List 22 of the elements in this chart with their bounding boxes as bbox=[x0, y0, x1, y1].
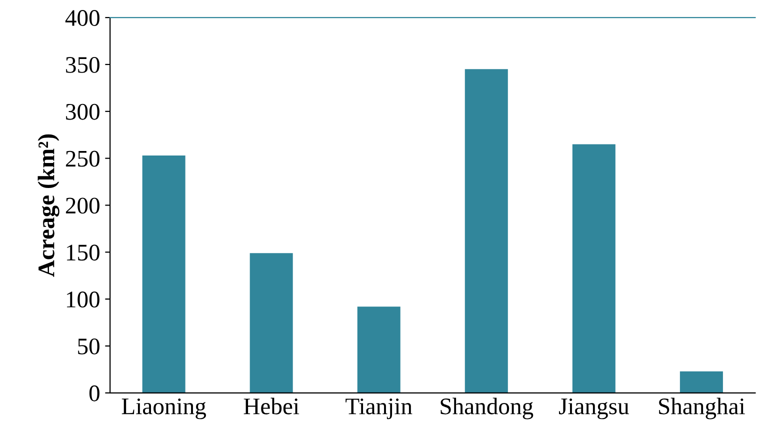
bar bbox=[572, 144, 616, 393]
x-tick-label: Tianjin bbox=[346, 398, 412, 420]
x-tick-label: Hebei bbox=[244, 398, 300, 414]
y-tick-label: 400 bbox=[65, 10, 100, 26]
y-tick-label: 300 bbox=[66, 104, 100, 120]
bar bbox=[464, 69, 508, 393]
bar bbox=[142, 156, 186, 393]
bar bbox=[357, 306, 400, 393]
y-tick-label: 50 bbox=[78, 338, 100, 354]
bar bbox=[250, 253, 293, 393]
y-tick-label: 100 bbox=[66, 292, 100, 308]
y-tick-label: 200 bbox=[66, 198, 100, 214]
y-tick-label: 150 bbox=[66, 244, 100, 261]
bar bbox=[680, 371, 723, 393]
y-axis-title: Acreage (km²) bbox=[38, 134, 60, 277]
y-tick-label: 350 bbox=[66, 56, 100, 73]
x-tick-label: Shandong bbox=[440, 398, 534, 420]
y-tick-label: 0 bbox=[89, 385, 100, 402]
x-tick-label: Liaoning bbox=[122, 398, 206, 420]
x-tick-label: Jiangsu bbox=[558, 398, 629, 420]
y-tick-label: 250 bbox=[66, 150, 100, 167]
x-tick-label: Shanghai bbox=[659, 398, 745, 420]
